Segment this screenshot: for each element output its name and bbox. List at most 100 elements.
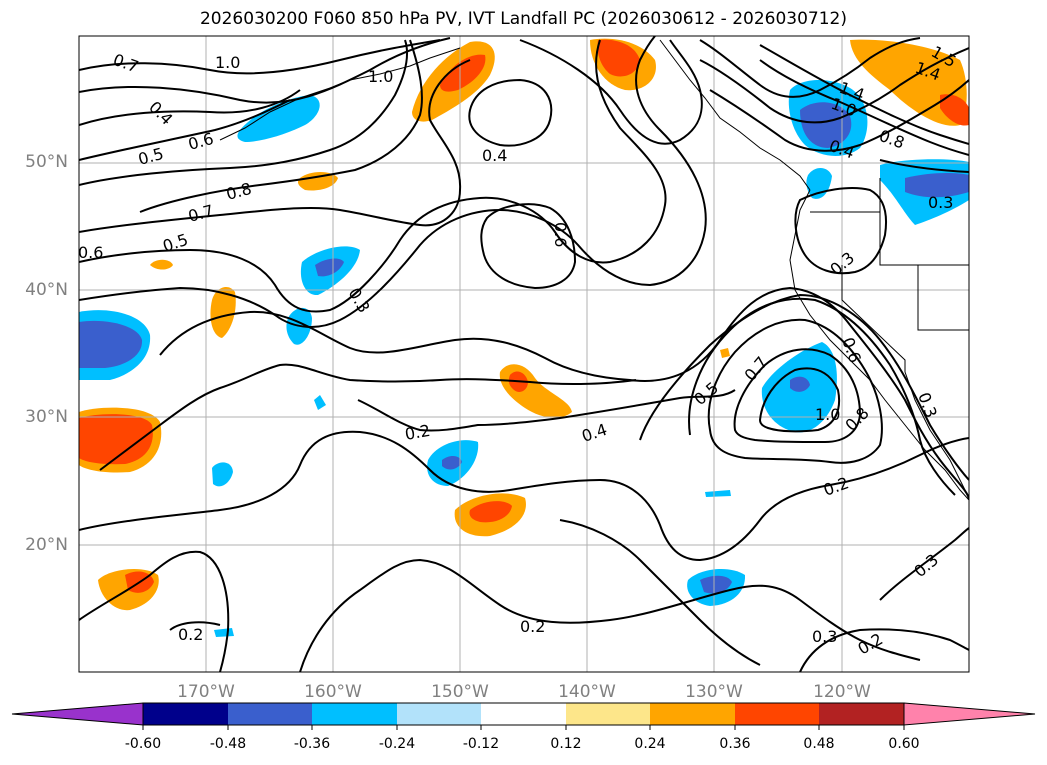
contour-label: 0.8 bbox=[841, 403, 872, 434]
colorbar-tick-label: 0.12 bbox=[550, 736, 582, 752]
contour-line bbox=[794, 187, 888, 275]
map-area bbox=[79, 36, 969, 672]
colorbar-segment bbox=[312, 703, 397, 725]
lon-label-170w: 170°W bbox=[177, 682, 235, 702]
contour-label: 0.3 bbox=[928, 193, 953, 212]
contour-line bbox=[699, 37, 921, 98]
shade-negative-core bbox=[700, 575, 732, 594]
contour-line bbox=[519, 39, 703, 145]
shade-positive-core bbox=[597, 39, 640, 77]
lat-label-40: 40°N bbox=[25, 280, 68, 300]
shade-positive bbox=[150, 259, 173, 270]
contour-line bbox=[139, 39, 423, 213]
contour-line bbox=[79, 89, 301, 126]
coastlines bbox=[219, 39, 969, 501]
contour-label: 0.2 bbox=[855, 629, 887, 658]
contour-line bbox=[707, 318, 883, 464]
shade-positive-core bbox=[469, 501, 512, 523]
contour-line bbox=[79, 37, 451, 104]
lon-label-130w: 130°W bbox=[685, 682, 743, 702]
contour-line bbox=[79, 39, 667, 313]
contour-label: 0.7 bbox=[186, 201, 216, 226]
contour-label: 1.0 bbox=[368, 67, 393, 86]
contour-label: 0.6 bbox=[78, 243, 103, 262]
contour-line bbox=[299, 558, 921, 672]
contour-line bbox=[79, 99, 291, 161]
shade-positive bbox=[297, 172, 338, 191]
shade-negative-core bbox=[790, 376, 810, 392]
contour-line bbox=[759, 44, 969, 145]
colorbar-frame bbox=[142, 702, 905, 726]
contour-lines bbox=[79, 36, 969, 672]
contour-line bbox=[169, 621, 221, 631]
contour-line bbox=[79, 39, 441, 75]
contour-label: 0.5 bbox=[160, 230, 190, 256]
colorbar-extend-high bbox=[903, 702, 1036, 726]
colorbar-segment bbox=[819, 703, 904, 725]
colorbar-segment bbox=[397, 703, 481, 725]
shade-negative bbox=[214, 628, 234, 637]
coastline-northwest bbox=[659, 39, 811, 191]
contour-line bbox=[480, 203, 577, 290]
contour-line bbox=[79, 550, 230, 672]
shade-negative-core bbox=[800, 102, 852, 148]
lon-label-120w: 120°W bbox=[813, 682, 871, 702]
lon-label-160w: 160°W bbox=[304, 682, 362, 702]
colorbar-tick-label: -0.24 bbox=[378, 736, 416, 752]
lon-label-140w: 140°W bbox=[558, 682, 616, 702]
state-border bbox=[810, 178, 969, 372]
colorbar-segment bbox=[143, 703, 228, 725]
contour-line bbox=[79, 39, 408, 186]
colorbar-tick-label: -0.36 bbox=[293, 736, 331, 752]
contour-label: 0.3 bbox=[812, 627, 837, 646]
lat-label-30: 30°N bbox=[25, 407, 68, 427]
colorbar-segment bbox=[566, 703, 650, 725]
contour-label: 0.4 bbox=[579, 420, 609, 446]
shade-negative-core bbox=[79, 320, 143, 368]
colorbar-segment bbox=[228, 703, 312, 725]
contour-label: 0.2 bbox=[821, 473, 851, 500]
colorbar-tick-label: -0.60 bbox=[124, 736, 162, 752]
grid-lines bbox=[79, 36, 969, 672]
contour-label: 0.3 bbox=[826, 248, 858, 279]
contour-line bbox=[758, 367, 840, 433]
shaded-regions bbox=[79, 38, 969, 637]
colorbar-tick-label: 0.60 bbox=[888, 736, 920, 752]
contour-label: 0.6 bbox=[186, 129, 216, 154]
shade-negative bbox=[705, 490, 731, 497]
shade-negative bbox=[314, 395, 326, 410]
colorbar-tick-label: 0.48 bbox=[803, 736, 835, 752]
lat-label-50: 50°N bbox=[25, 152, 68, 172]
chart-title: 2026030200 F060 850 hPa PV, IVT Landfall… bbox=[199, 9, 847, 29]
contour-line bbox=[799, 628, 969, 672]
shade-negative bbox=[237, 95, 320, 142]
contour-label: 0.3 bbox=[914, 390, 941, 420]
contour-label: 0.5 bbox=[136, 144, 166, 169]
lon-label-150w: 150°W bbox=[431, 682, 489, 702]
contour-line bbox=[879, 159, 969, 173]
contour-line bbox=[879, 527, 969, 601]
contour-line bbox=[699, 47, 969, 124]
contour-label: 0.2 bbox=[178, 625, 203, 644]
contour-line bbox=[733, 348, 862, 444]
contour-label: 0.8 bbox=[224, 179, 254, 204]
colorbar-tick-label: -0.12 bbox=[462, 736, 500, 752]
shade-negative-core bbox=[315, 258, 344, 277]
shade-positive bbox=[499, 364, 572, 418]
colorbar-segment bbox=[735, 703, 819, 725]
shade-negative bbox=[212, 462, 233, 487]
contour-line bbox=[468, 78, 553, 147]
colorbar bbox=[11, 702, 1036, 730]
contour-label: 0.3 bbox=[345, 285, 374, 317]
shade-positive bbox=[210, 286, 236, 338]
coastline-west bbox=[789, 189, 969, 501]
colorbar-segment bbox=[481, 703, 566, 725]
contour-label: 0.4 bbox=[482, 146, 507, 165]
contour-label: 0.2 bbox=[520, 617, 545, 636]
shade-negative bbox=[806, 167, 832, 199]
contour-line bbox=[99, 363, 637, 471]
colorbar-tick-label: 0.24 bbox=[634, 736, 666, 752]
shade-positive-core bbox=[79, 414, 153, 465]
contour-label: 0.7 bbox=[111, 50, 141, 77]
